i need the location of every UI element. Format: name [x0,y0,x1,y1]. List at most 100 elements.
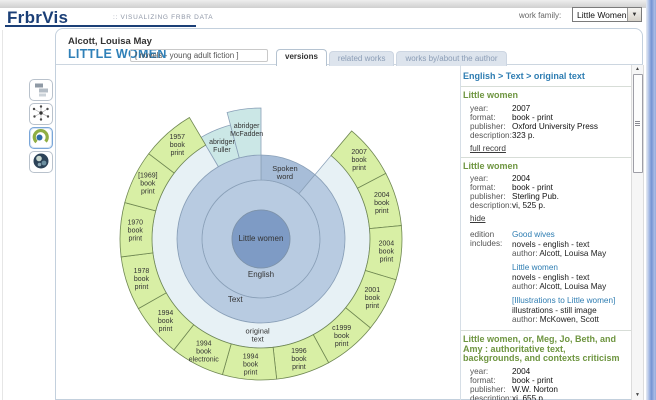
record-entry: Little women year: 2007 format: book - print… [461,87,631,158]
record-field: publisher: Sterling Pub. [470,192,627,201]
detail-panel-divider [460,65,461,400]
field-label: format: [470,375,496,385]
field-label: description: [470,130,512,140]
field-value: Oxford University Press [512,121,598,131]
field-value: 2004 [512,174,531,183]
hierarchy-view-button[interactable] [29,79,53,101]
window-scrollbar-strip[interactable] [646,0,656,400]
field-value: W.W. Norton [512,384,558,394]
record-field: description: 323 p. [470,131,627,140]
field-value: vi, 525 p. [512,201,546,210]
field-value: book - print [512,375,553,385]
chart-segment-1957-book-print[interactable] [148,116,207,174]
tab-works-by-about-the-author[interactable]: works by/about the author [396,51,507,66]
work-family-select[interactable]: Little Women ▼ [572,7,642,22]
author-label: author: [512,315,540,324]
work-family-selected-value: Little Women [577,9,627,20]
record-field: format: book - print [470,113,627,122]
field-value: book - print [512,112,553,122]
record-field: year: 2007 [470,104,627,113]
included-record: [Illustrations to Little women] illustrat… [512,296,615,324]
chart-center[interactable] [231,209,291,269]
field-label: publisher: [470,192,506,201]
chart-segment-1994-book-print[interactable] [221,343,278,381]
author-label: author: [512,249,540,258]
network-view-button[interactable] [29,103,53,125]
hierarchy-view-icon [31,80,51,101]
circle-packing-view-button[interactable] [29,151,53,173]
page-title: LITTLE WOMEN [68,47,167,61]
included-record-title[interactable]: Little women [512,263,558,272]
record-field: description: vi, 525 p. [470,201,627,210]
chart-segment-2004-book-print[interactable] [364,225,403,281]
chart-segment-abridger-mcfadden[interactable] [226,107,262,159]
record-field: publisher: W.W. Norton [470,385,627,394]
record-title: Little women [463,160,519,171]
record-entry: Little women year: 2004 format: book - print… [461,158,631,331]
record-field: year: 2004 [470,367,627,376]
field-value: xi, 655 p. [512,393,546,400]
record-field: format: book - print [470,376,627,385]
record-field: publisher: Oxford University Press [470,122,627,131]
included-record: Little women novels - english - text autho… [512,263,615,291]
included-record: Good wives novels - english - text author:… [512,230,615,258]
included-record-author: author: McKowen, Scott [512,315,615,324]
circle-packing-view-icon [31,152,51,173]
record-title: Little women, or, Meg, Jo, Beth, and Amy… [463,334,620,363]
field-label: publisher: [470,121,506,131]
included-record-title[interactable]: Good wives [512,230,555,239]
tab-related-works[interactable]: related works [328,51,395,66]
field-label: format: [470,112,496,122]
network-view-icon [31,104,51,125]
chart-segment-1970-book-print[interactable] [119,202,157,258]
field-label: year: [470,103,489,113]
field-label: publisher: [470,384,506,394]
field-value: book - print [512,183,553,192]
app-tagline: :: VISUALIZING FRBR DATA [113,14,214,21]
work-family-label: work family: [519,11,562,20]
included-record-type: novels - english - text [512,240,590,249]
visualization-toolbar [29,79,53,173]
includes-items: Good wives novels - english - text author:… [512,230,615,329]
view-tabs: versions related works works by/about the … [276,49,507,66]
field-value: 2004 [512,366,531,376]
scroll-up-icon[interactable]: ▲ [635,66,640,72]
sunburst-view-button[interactable] [29,127,53,149]
field-value: Sterling Pub. [512,192,559,201]
record-list: Little women year: 2007 format: book - print… [461,87,631,400]
scrollbar-thumb[interactable] [633,74,643,173]
hide-link[interactable]: hide [470,214,486,223]
logo-underline [5,25,196,27]
detail-panel: English > Text > original text Little wo… [461,65,631,400]
author-value: Alcott, Louisa May [539,282,607,291]
included-record-type: novels - english - text [512,273,590,282]
sunburst-view-icon [31,128,51,149]
field-value: 323 p. [512,130,535,140]
author-value: Alcott, Louisa May [539,249,607,258]
detail-scrollbar[interactable]: ▲ ▼ [631,65,644,400]
included-record-author: author: Alcott, Louisa May [512,249,615,258]
breadcrumb: English > Text > original text [461,65,631,87]
scroll-down-icon[interactable]: ▼ [635,392,640,398]
author-label: author: [512,282,540,291]
work-subject: [ novels - young adult fiction ] [130,49,268,62]
includes-label: edition includes: [470,230,503,248]
dropdown-arrow-icon[interactable]: ▼ [627,8,641,21]
field-label: year: [470,174,489,183]
work-author: Alcott, Louisa May [68,36,152,47]
tab-versions[interactable]: versions [276,49,327,66]
scrollbar-grip [635,121,640,127]
included-record-type: illustrations - still image [512,306,597,315]
window-top-edge [0,0,656,8]
full-record-link[interactable]: full record [470,143,506,153]
window-left-edge [2,30,3,400]
field-label: description: [470,393,512,400]
record-field: format: book - print [470,183,627,192]
included-record-title[interactable]: [Illustrations to Little women] [512,296,616,305]
record-field: description: xi, 655 p. [470,394,627,400]
record-entry: Little women, or, Meg, Jo, Beth, and Amy… [461,331,631,400]
record-field: year: 2004 [470,174,627,183]
edition-includes: edition includes: Good wives novels - engl… [470,230,627,329]
